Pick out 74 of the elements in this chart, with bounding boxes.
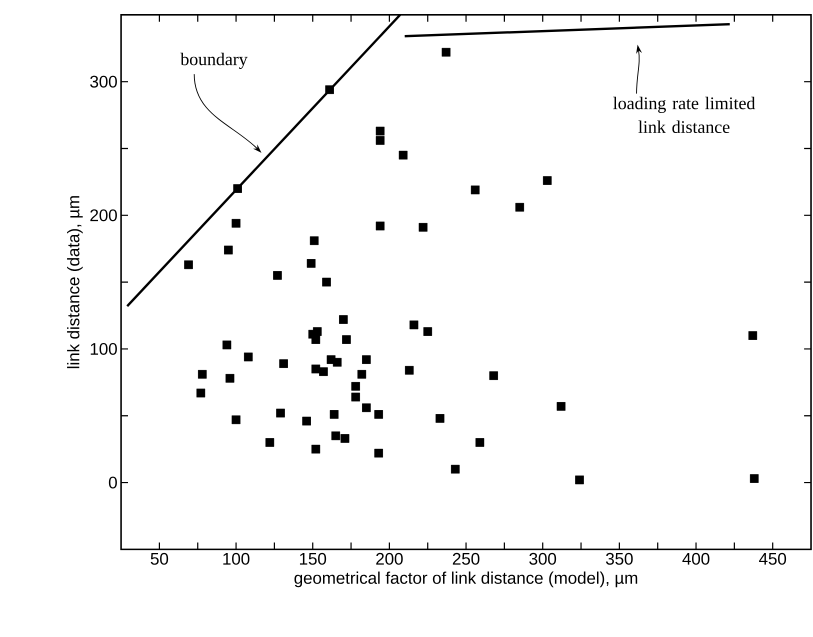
point — [311, 364, 320, 374]
point — [357, 370, 366, 378]
point — [306, 258, 316, 268]
x-tick-label: 200 — [376, 552, 403, 565]
point — [322, 278, 331, 286]
point — [351, 382, 360, 390]
point — [279, 359, 288, 368]
point — [475, 438, 484, 447]
point — [436, 414, 444, 423]
point — [442, 48, 450, 56]
point — [423, 326, 432, 336]
point — [374, 448, 384, 458]
point — [398, 150, 408, 160]
point — [302, 416, 311, 426]
x-tick-label: 450 — [759, 552, 786, 565]
point — [276, 408, 285, 418]
point — [184, 260, 193, 269]
y-tick-label: 0 — [108, 476, 117, 488]
point — [376, 126, 385, 136]
point — [330, 410, 339, 419]
point — [198, 370, 207, 378]
point — [319, 367, 328, 376]
point — [325, 85, 334, 94]
point — [489, 371, 498, 380]
point — [332, 358, 342, 366]
x-tick-label: 300 — [529, 552, 556, 565]
point — [233, 184, 242, 193]
point — [450, 464, 460, 474]
point — [351, 392, 360, 402]
point — [224, 245, 233, 254]
point — [362, 403, 371, 412]
x-tick-label: 250 — [452, 552, 480, 565]
point — [418, 222, 428, 232]
x-tick-label: 50 — [150, 552, 168, 565]
point — [376, 221, 385, 230]
point — [362, 355, 371, 364]
point — [342, 334, 351, 344]
point — [310, 236, 319, 245]
point — [404, 366, 414, 374]
annotation: loading rate limited link distance — [613, 96, 756, 133]
point — [376, 136, 385, 145]
x-tick-label: 100 — [223, 552, 250, 565]
point — [244, 352, 253, 362]
y-tick-label: 300 — [90, 75, 117, 88]
point — [515, 202, 524, 212]
x-tick-label: 350 — [606, 552, 633, 565]
point — [226, 374, 234, 382]
point — [556, 402, 566, 411]
point — [311, 334, 320, 344]
point — [222, 340, 232, 350]
x-tick-label: 400 — [682, 552, 710, 565]
point — [340, 434, 350, 443]
annotation: boundary — [180, 52, 248, 69]
point — [750, 474, 759, 483]
y-axis-title: link distance (data), µm — [67, 196, 83, 368]
point — [339, 314, 348, 324]
point — [410, 320, 418, 329]
y-tick-label: 100 — [90, 342, 117, 355]
y-tick-label: 200 — [90, 209, 117, 222]
point — [196, 388, 206, 398]
point — [311, 444, 320, 454]
point — [265, 438, 274, 447]
point — [374, 410, 384, 419]
point — [232, 415, 240, 424]
point — [312, 326, 322, 336]
x-tick-label: 150 — [300, 552, 326, 565]
x-axis-title: geometrical factor of link distance (model), µm — [294, 571, 638, 588]
point — [232, 218, 240, 228]
point — [470, 185, 480, 194]
point — [575, 475, 584, 484]
point — [542, 176, 552, 185]
point — [331, 431, 340, 440]
point — [273, 270, 282, 280]
point — [748, 330, 758, 340]
